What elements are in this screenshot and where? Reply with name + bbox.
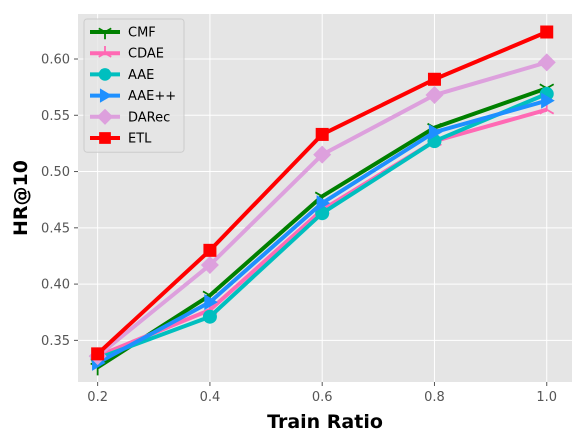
x-tick-label: 0.8 [424, 390, 445, 405]
legend-label: CDAE [128, 47, 164, 62]
data-point-marker [96, 108, 114, 125]
x-tick-label: 1.0 [536, 390, 557, 405]
legend-item: DARec [90, 108, 170, 125]
series-aaeplusplus [92, 92, 555, 371]
y-tick-label: 0.55 [41, 109, 70, 124]
legend-label: DARec [128, 110, 170, 125]
data-point-marker [202, 309, 217, 324]
y-axis-title: HR@10 [10, 160, 32, 236]
series-etl [91, 25, 554, 361]
data-point-marker [541, 92, 555, 109]
y-tick-label: 0.45 [41, 221, 70, 236]
data-point-marker [313, 145, 332, 164]
data-point-marker [91, 347, 105, 361]
data-point-marker [99, 132, 111, 144]
data-point-marker [99, 88, 113, 103]
data-point-marker [537, 53, 556, 72]
y-tick-label: 0.50 [41, 165, 70, 180]
data-point-marker [428, 124, 443, 141]
legend-item: AAE [90, 68, 154, 83]
x-tick-label: 0.2 [87, 390, 108, 405]
legend-label: AAE [128, 68, 154, 83]
data-point-marker [200, 255, 219, 274]
data-point-marker [98, 27, 112, 40]
data-point-marker [204, 294, 218, 311]
legend-label: AAE++ [128, 89, 176, 104]
legend-item: CMF [90, 26, 156, 41]
data-point-marker [98, 46, 112, 58]
series-layer [88, 25, 556, 376]
data-point-marker [425, 86, 444, 105]
x-tick-label: 0.4 [200, 390, 221, 405]
x-axis-title: Train Ratio [267, 411, 383, 433]
y-tick-label: 0.40 [41, 278, 70, 293]
x-tick-label: 0.6 [312, 390, 333, 405]
data-point-marker [316, 195, 331, 212]
legend-item: ETL [90, 132, 152, 147]
axes: 0.2 0.4 0.6 0.8 1.0 0.35 0.40 0.45 0.50 0.55 0.60 [41, 53, 557, 405]
data-point-marker [427, 72, 441, 86]
legend-item: CDAE [90, 46, 164, 62]
legend-label: CMF [128, 26, 156, 41]
legend-label: ETL [128, 132, 152, 147]
legend: CMF CDAE AAE AAE++ DARec ETL [83, 18, 185, 153]
legend-item: AAE++ [90, 88, 176, 104]
y-tick-label: 0.35 [41, 334, 70, 349]
y-tick-label: 0.60 [41, 53, 70, 68]
data-point-marker [203, 243, 217, 257]
data-point-marker [98, 68, 112, 81]
data-point-marker [315, 127, 329, 141]
data-point-marker [540, 25, 554, 39]
